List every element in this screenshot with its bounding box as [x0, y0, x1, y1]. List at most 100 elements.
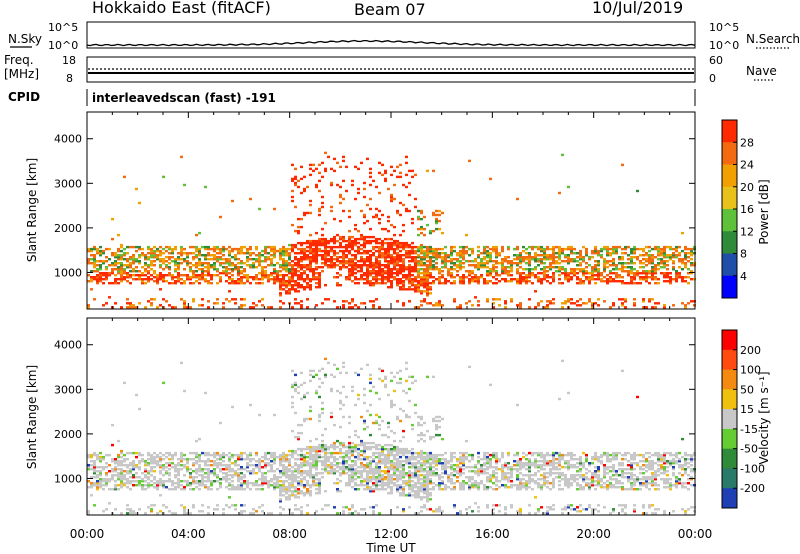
velocity-cell — [423, 440, 426, 442]
power-cell — [132, 274, 135, 276]
power-cell — [318, 190, 321, 192]
power-cell — [429, 230, 432, 232]
power-cell — [396, 252, 399, 254]
velocity-cell — [444, 484, 447, 486]
power-cell — [114, 260, 117, 262]
power-cell — [678, 246, 681, 248]
power-cell — [159, 252, 162, 254]
power-cell — [570, 268, 573, 270]
power-cell — [306, 186, 309, 188]
power-cell — [654, 246, 657, 248]
velocity-cell — [399, 484, 402, 486]
velocity-cell — [354, 372, 357, 374]
power-cell — [222, 258, 225, 260]
velocity-cell — [258, 488, 261, 490]
power-cell — [153, 246, 156, 248]
power-cell — [129, 302, 132, 304]
power-cell — [135, 274, 138, 276]
velocity-cell — [252, 458, 255, 460]
power-cell — [438, 300, 441, 302]
power-cell — [456, 306, 459, 308]
power-cell — [528, 280, 531, 282]
power-cell — [300, 248, 303, 250]
velocity-cell — [321, 456, 324, 458]
power-cell — [549, 248, 552, 250]
velocity-cell — [318, 420, 321, 422]
power-cell — [180, 274, 183, 276]
velocity-cell — [210, 464, 213, 466]
power-cell — [543, 252, 546, 254]
velocity-cell — [402, 494, 405, 496]
velocity-cell — [105, 454, 108, 456]
power-cell — [288, 276, 291, 278]
power-cell — [486, 246, 489, 248]
velocity-cell — [309, 446, 312, 448]
power-cell — [243, 246, 246, 248]
velocity-cell — [162, 382, 165, 384]
velocity-cell — [216, 480, 219, 482]
power-cell — [645, 306, 648, 308]
velocity-cell — [354, 456, 357, 458]
power-cell — [558, 262, 561, 264]
power-cell — [210, 254, 213, 256]
power-cell — [441, 266, 444, 268]
velocity-cell — [447, 466, 450, 468]
power-cell — [606, 260, 609, 262]
velocity-cell — [288, 494, 291, 496]
velocity-cell — [324, 428, 327, 430]
power-cell — [201, 304, 204, 306]
power-cell — [528, 252, 531, 254]
power-cell — [102, 252, 105, 254]
velocity-cell — [243, 504, 246, 506]
velocity-cell — [318, 472, 321, 474]
power-cell — [432, 248, 435, 250]
velocity-cell — [294, 458, 297, 460]
power-cell — [429, 272, 432, 274]
power-cell — [339, 194, 342, 196]
power-cell — [330, 246, 333, 248]
power-cell — [186, 274, 189, 276]
velocity-cell — [309, 410, 312, 412]
power-cell — [348, 236, 351, 238]
velocity-cell — [342, 386, 345, 388]
power-cell — [654, 256, 657, 258]
power-cell — [381, 228, 384, 230]
power-cell — [540, 254, 543, 256]
power-cell — [639, 254, 642, 256]
power-cell — [192, 252, 195, 254]
power-cell — [597, 304, 600, 306]
power-cell — [675, 254, 678, 256]
power-cell — [324, 168, 327, 170]
power-cell — [225, 266, 228, 268]
power-cell — [207, 246, 210, 248]
power-cell — [405, 174, 408, 176]
velocity-cell — [120, 468, 123, 470]
velocity-cell — [120, 456, 123, 458]
power-cell — [147, 276, 150, 278]
velocity-cell — [129, 452, 132, 454]
power-cell — [222, 246, 225, 248]
velocity-cell — [339, 400, 342, 402]
power-cell — [408, 182, 411, 184]
power-cell — [153, 280, 156, 282]
power-cell — [222, 270, 225, 272]
velocity-cell — [354, 404, 357, 406]
velocity-cell — [369, 456, 372, 458]
velocity-cell — [348, 422, 351, 424]
power-cell — [558, 266, 561, 268]
power-cell — [129, 262, 132, 264]
power-cell — [411, 256, 414, 258]
power-cell — [135, 188, 138, 190]
power-cell — [579, 262, 582, 264]
velocity-cell — [426, 470, 429, 472]
power-cell — [399, 286, 402, 288]
power-cell — [270, 258, 273, 260]
power-cell — [240, 270, 243, 272]
power-cell — [312, 248, 315, 250]
power-cell — [399, 264, 402, 266]
power-cell — [666, 280, 669, 282]
velocity-cell — [135, 394, 138, 396]
power-cell — [174, 246, 177, 248]
power-cell — [267, 256, 270, 258]
velocity-cell — [300, 458, 303, 460]
